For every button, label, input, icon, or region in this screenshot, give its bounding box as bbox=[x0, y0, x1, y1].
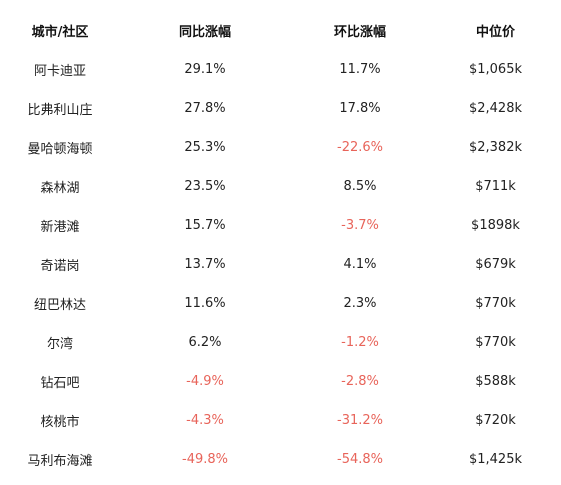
cell-median: $720k bbox=[475, 413, 516, 428]
cell-city: 核桃市 bbox=[40, 415, 80, 430]
cell-mom: -31.2% bbox=[337, 413, 383, 428]
cell-city: 曼哈顿海顿 bbox=[27, 142, 93, 157]
cell-median: $2,428k bbox=[468, 101, 522, 116]
table-row: 阿卡迪亚 29.1% 11.7% $1,065k bbox=[0, 50, 561, 89]
cell-city: 纽巴林达 bbox=[33, 298, 86, 313]
cell-yoy: 23.5% bbox=[184, 179, 226, 194]
cell-mom: 2.3% bbox=[343, 296, 377, 311]
cell-city: 钻石吧 bbox=[40, 376, 80, 391]
cell-city: 尔湾 bbox=[46, 337, 73, 352]
cell-yoy: -4.9% bbox=[186, 374, 224, 389]
cell-yoy: 27.8% bbox=[184, 101, 226, 116]
cell-mom: -2.8% bbox=[341, 374, 379, 389]
cell-mom: 17.8% bbox=[339, 101, 381, 116]
header-mom: 环比涨幅 bbox=[333, 24, 386, 40]
cell-yoy: 11.6% bbox=[184, 296, 226, 311]
cell-city: 奇诺岗 bbox=[40, 259, 80, 274]
cell-median: $2,382k bbox=[468, 140, 522, 155]
table-row: 比弗利山庄 27.8% 17.8% $2,428k bbox=[0, 89, 561, 128]
table-header: 城市/社区 同比涨幅 环比涨幅 中位价 bbox=[0, 10, 561, 50]
table-row: 森林湖 23.5% 8.5% $711k bbox=[0, 167, 561, 206]
cell-mom: 11.7% bbox=[339, 62, 381, 77]
cell-mom: -1.2% bbox=[341, 335, 379, 350]
cell-median: $1898k bbox=[471, 218, 520, 233]
cell-yoy: 29.1% bbox=[184, 62, 226, 77]
cell-median: $1,065k bbox=[468, 62, 522, 77]
table-row: 核桃市 -4.3% -31.2% $720k bbox=[0, 401, 561, 440]
cell-median: $1,425k bbox=[468, 452, 522, 467]
cell-median: $711k bbox=[475, 179, 516, 194]
cell-yoy: -4.3% bbox=[186, 413, 224, 428]
cell-yoy: 13.7% bbox=[184, 257, 226, 272]
cell-city: 阿卡迪亚 bbox=[33, 64, 86, 79]
cell-mom: -3.7% bbox=[341, 218, 379, 233]
cell-yoy: -49.8% bbox=[182, 452, 228, 467]
cell-median: $588k bbox=[475, 374, 516, 389]
cell-median: $770k bbox=[475, 296, 516, 311]
cell-median: $679k bbox=[475, 257, 516, 272]
table-row: 钻石吧 -4.9% -2.8% $588k bbox=[0, 362, 561, 401]
cell-city: 比弗利山庄 bbox=[27, 103, 93, 118]
cell-yoy: 15.7% bbox=[184, 218, 226, 233]
table-row: 纽巴林达 11.6% 2.3% $770k bbox=[0, 284, 561, 323]
table-row: 奇诺岗 13.7% 4.1% $679k bbox=[0, 245, 561, 284]
header-yoy: 同比涨幅 bbox=[178, 24, 231, 40]
cell-mom: -22.6% bbox=[337, 140, 383, 155]
cell-city: 马利布海滩 bbox=[27, 454, 93, 469]
header-city: 城市/社区 bbox=[31, 24, 89, 40]
cell-mom: 4.1% bbox=[343, 257, 377, 272]
table-row: 曼哈顿海顿 25.3% -22.6% $2,382k bbox=[0, 128, 561, 167]
cell-city: 新港滩 bbox=[40, 220, 80, 235]
table-row: 马利布海滩 -49.8% -54.8% $1,425k bbox=[0, 440, 561, 479]
cell-mom: -54.8% bbox=[337, 452, 383, 467]
cell-median: $770k bbox=[475, 335, 516, 350]
table-row: 尔湾 6.2% -1.2% $770k bbox=[0, 323, 561, 362]
cell-mom: 8.5% bbox=[343, 179, 377, 194]
cell-yoy: 6.2% bbox=[188, 335, 222, 350]
cell-city: 森林湖 bbox=[40, 181, 80, 196]
cell-yoy: 25.3% bbox=[184, 140, 226, 155]
table-row: 新港滩 15.7% -3.7% $1898k bbox=[0, 206, 561, 245]
header-median: 中位价 bbox=[475, 24, 515, 40]
